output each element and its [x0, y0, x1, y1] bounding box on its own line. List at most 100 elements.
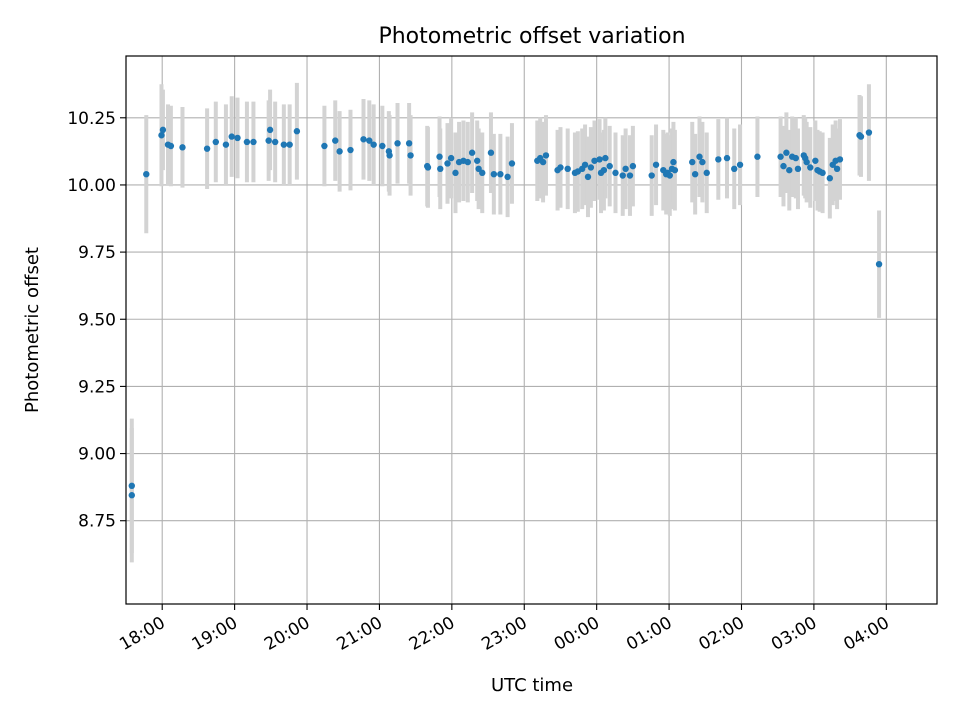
data-point — [179, 144, 186, 151]
data-point — [754, 153, 761, 160]
data-point — [715, 156, 722, 163]
data-point — [158, 132, 165, 139]
data-point — [875, 260, 883, 268]
data-point — [360, 136, 367, 143]
data-point — [691, 170, 699, 178]
data-point — [394, 140, 401, 147]
x-tick-label: 03:00 — [768, 613, 820, 655]
data-point — [584, 173, 592, 181]
data-point — [167, 142, 175, 150]
data-point — [812, 157, 819, 164]
data-point — [405, 140, 413, 147]
data-point — [803, 158, 810, 166]
data-point — [596, 156, 603, 163]
data-points — [128, 126, 883, 499]
data-point — [792, 154, 799, 162]
data-point — [865, 129, 873, 136]
y-tick-label: 10.00 — [67, 176, 116, 196]
data-point — [379, 142, 386, 150]
x-tick-label: 23:00 — [478, 613, 530, 655]
data-point — [286, 141, 293, 148]
data-point — [699, 158, 706, 166]
data-point — [203, 145, 211, 152]
data-point — [736, 161, 744, 168]
data-point — [606, 162, 613, 170]
data-point — [786, 166, 793, 174]
data-point — [347, 146, 354, 154]
data-point — [587, 164, 595, 171]
data-point — [243, 138, 251, 146]
y-tick-label: 9.25 — [78, 377, 116, 397]
data-point — [490, 170, 498, 178]
data-point — [581, 161, 589, 168]
data-point — [703, 169, 710, 177]
data-point — [280, 141, 288, 148]
data-point — [670, 158, 677, 166]
y-tick-label: 8.75 — [78, 512, 116, 532]
x-tick-label: 02:00 — [696, 613, 748, 655]
data-point — [807, 164, 814, 171]
data-point — [602, 154, 609, 162]
x-axis: 18:00 19:00 20:00 21:00 22:00 23:00 00:00 01:00… — [116, 604, 893, 655]
data-point — [626, 172, 634, 179]
data-point — [564, 165, 571, 173]
data-point — [366, 137, 373, 144]
data-point — [508, 160, 516, 167]
plot-frame — [125, 55, 938, 605]
data-point — [473, 157, 481, 164]
data-point — [159, 126, 167, 134]
x-tick-label: 01:00 — [623, 613, 675, 655]
x-tick-label: 04:00 — [840, 613, 892, 655]
data-point — [234, 134, 241, 142]
data-point — [487, 149, 495, 156]
data-point — [689, 158, 696, 166]
x-tick-label: 18:00 — [116, 613, 168, 655]
data-point — [671, 166, 679, 174]
data-point — [468, 149, 476, 156]
data-point — [600, 166, 608, 174]
data-point — [591, 157, 598, 164]
data-point — [321, 142, 328, 150]
data-point — [464, 158, 471, 166]
y-tick-label: 9.75 — [78, 243, 116, 263]
data-point — [612, 169, 619, 177]
error-bars — [129, 82, 882, 563]
data-point — [436, 153, 443, 160]
data-point — [424, 164, 432, 171]
data-point — [222, 141, 230, 148]
data-point — [780, 162, 787, 170]
data-point — [250, 138, 257, 146]
y-axis: 8.75 9.00 9.25 9.50 9.75 10.00 10.25 — [67, 109, 126, 532]
data-point — [265, 137, 272, 144]
x-axis-label: UTC time — [491, 675, 573, 696]
data-point — [452, 169, 459, 177]
x-tick-label: 00:00 — [551, 613, 603, 655]
data-point — [212, 138, 219, 146]
data-point — [143, 170, 150, 178]
data-point — [557, 164, 564, 171]
x-tick-label: 22:00 — [406, 613, 458, 655]
x-tick-label: 21:00 — [334, 613, 386, 655]
data-point — [783, 149, 790, 156]
data-point — [386, 152, 393, 159]
data-point — [622, 165, 629, 173]
data-point — [723, 154, 731, 162]
data-point — [497, 170, 504, 178]
data-point — [619, 172, 626, 179]
data-point — [479, 169, 486, 177]
data-point — [794, 165, 802, 173]
x-tick-label: 19:00 — [189, 613, 241, 655]
data-point — [826, 175, 834, 182]
data-point — [542, 152, 550, 159]
data-point — [128, 492, 135, 499]
data-point — [228, 133, 235, 140]
grid — [126, 56, 937, 604]
x-tick-label: 20:00 — [261, 613, 313, 655]
data-point — [447, 154, 455, 162]
data-point — [857, 133, 865, 140]
data-point — [652, 161, 660, 168]
y-axis-label: Photometric offset — [22, 247, 43, 413]
data-point — [731, 165, 738, 173]
data-point — [407, 152, 414, 159]
